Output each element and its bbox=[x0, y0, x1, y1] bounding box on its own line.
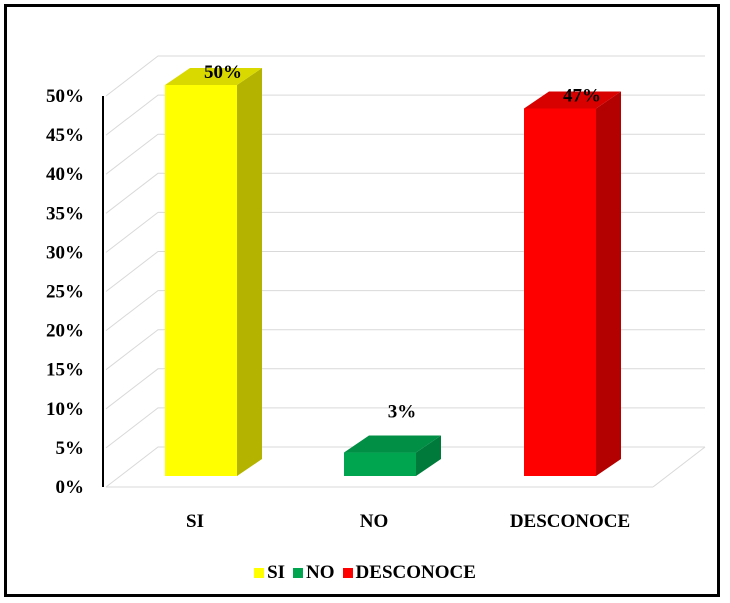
legend-label-si: SI bbox=[267, 562, 286, 583]
gridline bbox=[105, 251, 705, 292]
legend: SI NO DESCONOCE bbox=[0, 562, 730, 584]
y-tick-label: 5% bbox=[56, 438, 85, 459]
gridline bbox=[105, 290, 705, 331]
legend-swatch-si bbox=[254, 568, 265, 578]
legend-item-desconoce: DESCONOCE bbox=[342, 562, 476, 584]
data-label: 3% bbox=[388, 402, 417, 423]
gridlines bbox=[105, 55, 706, 488]
y-tick-label: 10% bbox=[46, 399, 84, 420]
bars bbox=[165, 68, 621, 477]
legend-item-no: NO bbox=[293, 562, 335, 584]
y-tick-label: 20% bbox=[46, 321, 84, 342]
bar-si bbox=[165, 85, 237, 476]
floor-side-edge bbox=[652, 446, 706, 488]
y-tick-label: 30% bbox=[46, 242, 84, 263]
gridline bbox=[105, 94, 705, 136]
gridline bbox=[105, 407, 705, 449]
gridline bbox=[105, 446, 705, 488]
y-tick-label: 25% bbox=[46, 282, 84, 303]
bar-top-no bbox=[344, 435, 441, 453]
bar-side-si bbox=[237, 68, 262, 476]
gridline bbox=[105, 133, 705, 175]
gridline bbox=[105, 211, 705, 253]
y-tick-label: 45% bbox=[46, 125, 84, 146]
gridline bbox=[105, 368, 705, 410]
x-tick-label: NO bbox=[360, 511, 389, 532]
data-label: 47% bbox=[563, 85, 601, 106]
legend-swatch-desconoce bbox=[342, 568, 353, 578]
bar-desconoce bbox=[524, 108, 596, 477]
bar-side-no bbox=[416, 435, 441, 476]
bar-side-desconoce bbox=[596, 91, 621, 477]
data-label: 50% bbox=[204, 62, 242, 83]
legend-label-desconoce: DESCONOCE bbox=[355, 562, 476, 583]
x-tick-label: SI bbox=[186, 511, 204, 532]
y-tick-label: 15% bbox=[46, 360, 84, 381]
y-tick-label: 35% bbox=[46, 203, 84, 224]
bar-no bbox=[344, 452, 416, 476]
y-tick-label: 50% bbox=[46, 86, 84, 107]
gridline bbox=[105, 329, 705, 371]
gridline bbox=[105, 55, 705, 97]
bar-top-si bbox=[165, 68, 262, 85]
bar-top-desconoce bbox=[524, 91, 621, 109]
labels: 0% 5% 10% 15% 20% 25% 30% 35% 40% 45% 50% 50% SI 3% NO… bbox=[46, 62, 630, 532]
x-tick-label: DESCONOCE bbox=[510, 511, 630, 532]
legend-item-si: SI bbox=[254, 562, 285, 584]
y-tick-label: 0% bbox=[56, 477, 85, 498]
legend-swatch-no bbox=[293, 568, 304, 578]
legend-label-no: NO bbox=[306, 562, 335, 583]
y-tick-label: 40% bbox=[46, 164, 84, 185]
gridline bbox=[105, 172, 705, 214]
